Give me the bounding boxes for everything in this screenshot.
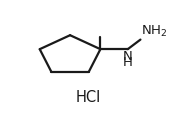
Text: H: H [123,56,133,69]
Text: HCl: HCl [76,90,101,105]
Text: N: N [123,50,133,63]
Text: NH$_2$: NH$_2$ [141,24,168,39]
